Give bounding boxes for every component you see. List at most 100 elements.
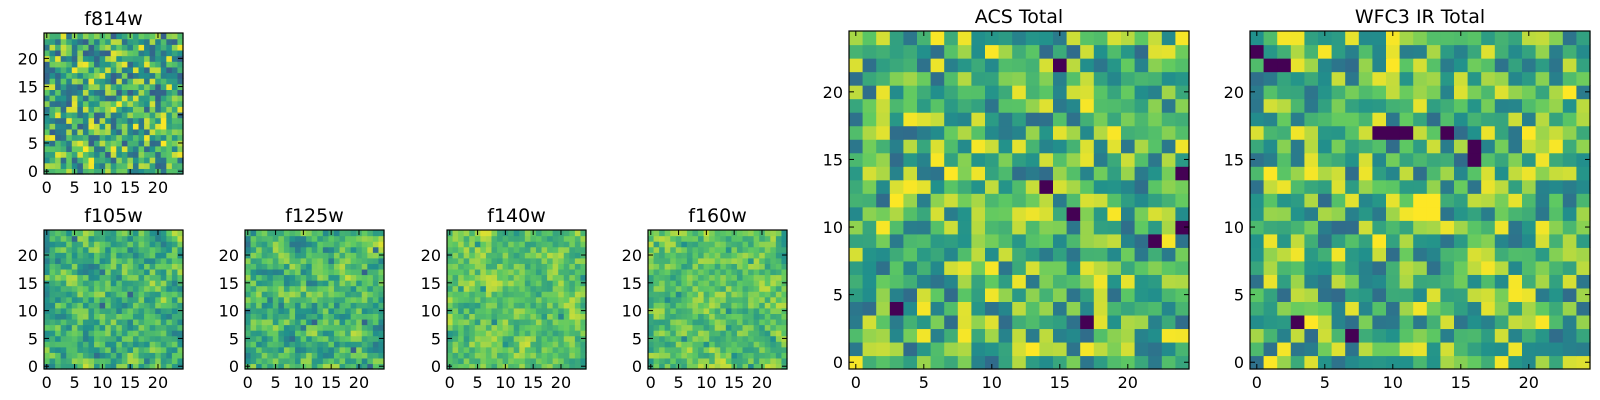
heatmap-cell	[1454, 31, 1469, 46]
x-tick-label: 15	[1451, 373, 1471, 392]
heatmap-cell	[1535, 166, 1550, 181]
heatmap-cell	[138, 140, 145, 147]
heatmap-cell	[1148, 193, 1163, 208]
heatmap-cell	[66, 38, 73, 45]
heatmap-cell	[99, 106, 106, 113]
heatmap-cell	[311, 263, 318, 270]
heatmap-cell	[66, 241, 73, 248]
heatmap-cell	[149, 38, 156, 45]
heatmap-cell	[82, 157, 90, 164]
heatmap-cell	[328, 307, 335, 314]
heatmap-cell	[692, 335, 699, 342]
heatmap-cell	[1358, 58, 1373, 73]
heatmap-cell	[535, 241, 543, 248]
heatmap-cell	[267, 257, 274, 264]
heatmap-cell	[535, 318, 543, 326]
heatmap-cell	[1039, 301, 1054, 316]
heatmap-cell	[82, 72, 90, 79]
heatmap-cell	[177, 162, 184, 169]
heatmap-cell	[66, 49, 73, 57]
heatmap-cell	[957, 125, 972, 140]
heatmap-cell	[502, 274, 509, 281]
heatmap-cell	[317, 318, 324, 326]
heatmap-cell	[1107, 179, 1122, 194]
heatmap-cell	[1161, 152, 1176, 167]
heatmap-cell	[502, 241, 509, 248]
heatmap-cell	[361, 318, 368, 326]
heatmap-cell	[519, 230, 526, 237]
heatmap-cell	[485, 307, 493, 314]
heatmap-cell	[653, 313, 660, 320]
heatmap-cell	[1454, 125, 1469, 140]
heatmap-cell	[1426, 355, 1441, 370]
heatmap-cell	[714, 330, 721, 337]
heatmap-cell	[171, 44, 179, 51]
heatmap-cell	[502, 352, 509, 359]
heatmap-cell	[132, 111, 140, 119]
heatmap-cell	[144, 162, 151, 169]
heatmap-cell	[105, 151, 112, 158]
heatmap-cell	[709, 330, 716, 337]
heatmap-cell	[770, 324, 777, 331]
heatmap-cell	[686, 252, 694, 259]
heatmap-cell	[1107, 220, 1122, 235]
heatmap-cell	[99, 357, 106, 365]
heatmap-cell	[317, 363, 324, 370]
heatmap-cell	[295, 285, 302, 292]
heatmap-cell	[748, 341, 755, 348]
heatmap-cell	[160, 324, 167, 331]
heatmap-cell	[670, 318, 677, 326]
heatmap-cell	[350, 307, 357, 314]
heatmap-cell	[1039, 355, 1054, 370]
heatmap-cell	[731, 274, 738, 281]
heatmap-cell	[1134, 193, 1149, 208]
heatmap-cell	[1080, 341, 1095, 357]
heatmap-cell	[356, 241, 363, 248]
heatmap-cell	[508, 313, 515, 320]
heatmap-cell	[272, 318, 279, 326]
heatmap-cell	[1039, 85, 1054, 100]
heatmap-cell	[664, 252, 671, 259]
heatmap-cell	[497, 357, 504, 365]
heatmap-cell	[82, 128, 90, 136]
heatmap-cell	[1535, 206, 1550, 221]
heatmap-cell	[530, 352, 537, 359]
heatmap-cell	[49, 341, 56, 348]
heatmap-cell	[541, 230, 548, 237]
heatmap-cell	[1093, 179, 1108, 194]
heatmap-cell	[474, 252, 481, 259]
heatmap-cell	[166, 157, 173, 164]
heatmap-cell	[1549, 260, 1564, 275]
heatmap-cell	[116, 318, 123, 326]
heatmap-cell	[116, 157, 123, 164]
heatmap-cell	[94, 296, 101, 303]
heatmap-cell	[1263, 301, 1278, 316]
heatmap-cell	[502, 330, 509, 337]
heatmap-cell	[1025, 247, 1040, 262]
heatmap-cell	[250, 330, 257, 337]
heatmap-cell	[670, 330, 677, 337]
heatmap-cell	[138, 162, 145, 169]
heatmap-cell	[1080, 152, 1095, 167]
heatmap-cell	[714, 257, 721, 264]
heatmap-cell	[1134, 274, 1149, 289]
heatmap-cell	[245, 357, 252, 365]
heatmap-cell	[764, 235, 771, 242]
heatmap-cell	[849, 44, 864, 59]
heatmap-cell	[77, 230, 84, 237]
heatmap-cell	[569, 318, 576, 326]
heatmap-cell	[725, 252, 732, 259]
heatmap-cell	[524, 280, 531, 287]
heatmap-cell	[497, 330, 504, 337]
heatmap-cell	[447, 313, 454, 320]
x-tick-label: 10	[982, 373, 1002, 392]
heatmap-cell	[736, 330, 744, 337]
heatmap-cell	[485, 263, 493, 270]
heatmap-cell	[322, 363, 329, 370]
heatmap-cell	[720, 241, 727, 248]
heatmap-cell	[322, 230, 329, 237]
heatmap-cell	[121, 296, 128, 303]
heatmap-cell	[1161, 139, 1176, 154]
heatmap-cell	[1290, 328, 1305, 343]
heatmap-cell	[1331, 260, 1346, 275]
